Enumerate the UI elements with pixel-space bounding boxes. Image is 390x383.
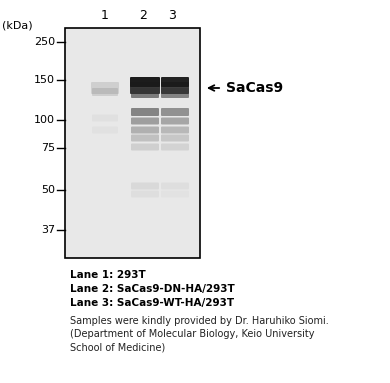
Text: Lane 3: SaCas9-WT-HA/293T: Lane 3: SaCas9-WT-HA/293T: [70, 298, 234, 308]
Text: (Department of Molecular Biology, Keio University: (Department of Molecular Biology, Keio U…: [70, 329, 314, 339]
Text: Lane 2: SaCas9-DN-HA/293T: Lane 2: SaCas9-DN-HA/293T: [70, 284, 235, 294]
FancyBboxPatch shape: [130, 77, 160, 87]
FancyBboxPatch shape: [161, 82, 189, 94]
Text: 3: 3: [168, 9, 176, 22]
FancyBboxPatch shape: [130, 82, 160, 94]
Text: 75: 75: [41, 143, 55, 153]
FancyBboxPatch shape: [161, 126, 189, 134]
Text: 250: 250: [34, 37, 55, 47]
Text: (kDa): (kDa): [2, 20, 33, 30]
FancyBboxPatch shape: [131, 118, 159, 124]
FancyBboxPatch shape: [131, 88, 159, 98]
Bar: [65, 28, 200, 258]
Text: Samples were kindly provided by Dr. Haruhiko Siomi.: Samples were kindly provided by Dr. Haru…: [70, 316, 329, 326]
FancyBboxPatch shape: [161, 190, 189, 198]
FancyBboxPatch shape: [131, 108, 159, 116]
Text: SaCas9: SaCas9: [226, 81, 283, 95]
FancyBboxPatch shape: [131, 183, 159, 190]
FancyBboxPatch shape: [161, 88, 189, 98]
Text: School of Medicine): School of Medicine): [70, 342, 165, 352]
FancyBboxPatch shape: [161, 144, 189, 151]
FancyBboxPatch shape: [161, 118, 189, 124]
Text: 2: 2: [139, 9, 147, 22]
FancyBboxPatch shape: [92, 88, 118, 96]
Text: 100: 100: [34, 115, 55, 125]
FancyBboxPatch shape: [161, 77, 189, 87]
FancyBboxPatch shape: [131, 126, 159, 134]
FancyBboxPatch shape: [161, 108, 189, 116]
FancyBboxPatch shape: [92, 126, 118, 134]
FancyBboxPatch shape: [91, 82, 119, 94]
FancyBboxPatch shape: [131, 144, 159, 151]
Text: 50: 50: [41, 185, 55, 195]
FancyBboxPatch shape: [161, 183, 189, 190]
Text: 37: 37: [41, 225, 55, 235]
FancyBboxPatch shape: [161, 134, 189, 141]
Text: 150: 150: [34, 75, 55, 85]
FancyBboxPatch shape: [92, 115, 118, 121]
Text: Lane 1: 293T: Lane 1: 293T: [70, 270, 146, 280]
FancyBboxPatch shape: [131, 190, 159, 198]
FancyBboxPatch shape: [131, 134, 159, 141]
Text: 1: 1: [101, 9, 109, 22]
